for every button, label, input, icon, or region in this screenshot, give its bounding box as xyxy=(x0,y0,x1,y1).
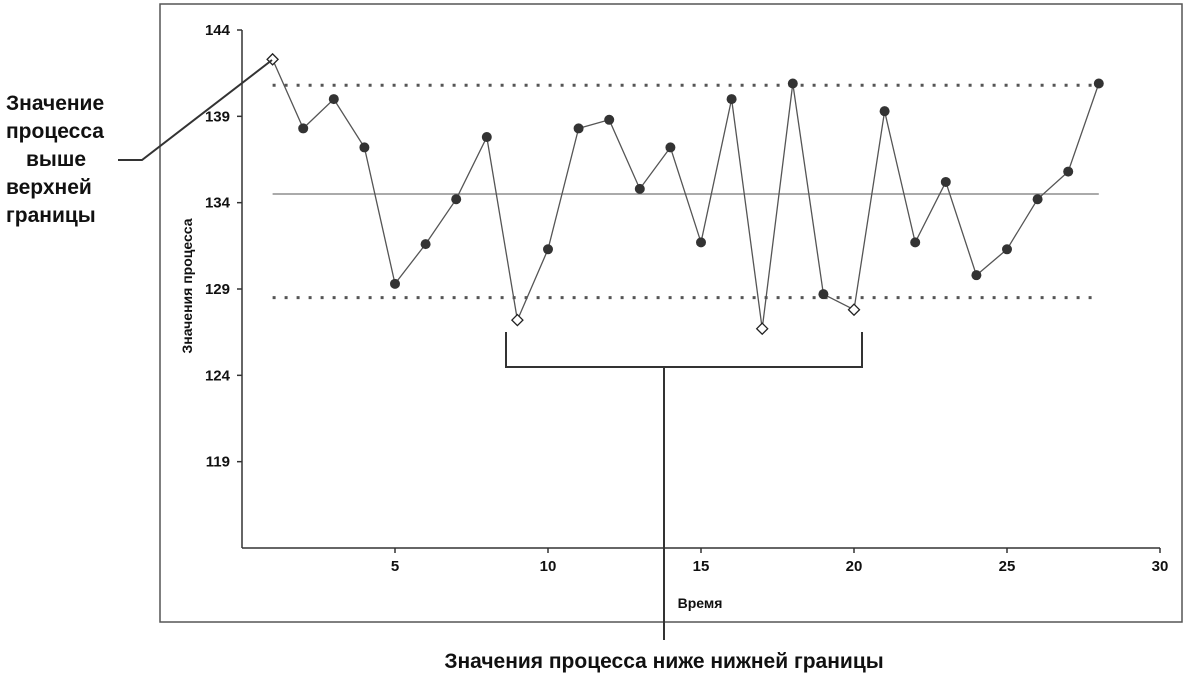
upper-callout-line-3: выше xyxy=(26,148,86,171)
data-point xyxy=(420,239,431,250)
x-tick-label: 5 xyxy=(391,558,399,575)
y-tick-label: 124 xyxy=(205,367,231,384)
data-point xyxy=(1002,244,1012,255)
data-point xyxy=(390,278,400,289)
data-point xyxy=(604,114,615,125)
data-point xyxy=(634,183,645,194)
upper-callout: Значение процесса выше верхней границы xyxy=(6,59,273,227)
y-tick-label: 129 xyxy=(205,281,230,298)
data-point xyxy=(879,106,890,117)
x-tick-label: 20 xyxy=(846,558,863,575)
axes: 119 124 129 134 139 144 5 10 15 20 25 30 xyxy=(205,22,1168,575)
x-tick-label: 25 xyxy=(999,558,1016,575)
x-axis-title: Время xyxy=(678,595,723,611)
lower-callout-bracket xyxy=(505,332,863,368)
data-point xyxy=(971,270,982,281)
y-tick-label: 144 xyxy=(205,22,231,39)
data-point xyxy=(1063,166,1074,177)
data-point xyxy=(726,94,737,105)
y-axis-title: Значения процесса xyxy=(179,218,195,353)
upper-callout-leader xyxy=(118,59,273,161)
lower-callout-text: Значения процесса ниже нижней границы xyxy=(444,650,883,673)
out-of-control-point xyxy=(847,303,861,317)
data-point xyxy=(298,123,309,134)
lower-callout: Значения процесса ниже нижней границы xyxy=(444,332,884,673)
series-line xyxy=(272,59,1100,329)
data-point xyxy=(451,194,462,205)
y-tick-label: 119 xyxy=(206,454,230,471)
data-series xyxy=(266,52,1104,336)
data-point xyxy=(910,237,921,248)
data-point xyxy=(359,142,370,153)
upper-callout-line-1: Значение xyxy=(6,92,104,115)
chart-frame xyxy=(159,3,1183,623)
upper-callout-line-4: верхней xyxy=(6,176,92,199)
data-point xyxy=(818,289,829,300)
data-point xyxy=(328,94,339,105)
data-point xyxy=(696,237,706,248)
out-of-control-point xyxy=(510,313,524,327)
data-point xyxy=(1093,78,1104,89)
upper-callout-line-5: границы xyxy=(6,204,96,227)
data-point xyxy=(573,123,584,134)
data-point xyxy=(481,132,492,143)
y-tick-label: 134 xyxy=(205,195,231,212)
x-tick-label: 10 xyxy=(540,558,557,575)
x-tick-label: 15 xyxy=(693,558,710,575)
data-point xyxy=(543,244,553,255)
y-tick-label: 139 xyxy=(205,108,230,125)
x-tick-label: 30 xyxy=(1152,558,1169,575)
data-point xyxy=(665,142,676,153)
data-point xyxy=(787,78,798,89)
data-point xyxy=(940,176,951,187)
data-point xyxy=(1032,194,1043,205)
out-of-control-point xyxy=(755,322,769,336)
upper-callout-line-2: процесса xyxy=(6,120,104,143)
